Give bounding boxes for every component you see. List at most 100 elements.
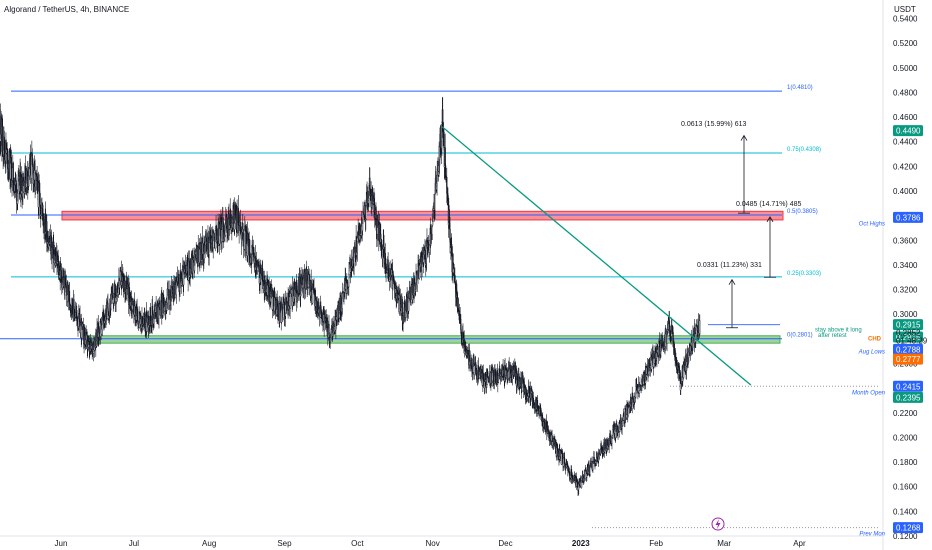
fib-level-label: 0(0.2801) [787,333,813,339]
time-tick-label: Nov [426,539,440,548]
price-tick-label: 0.4800 [893,88,918,97]
chd-label: CHD [868,337,882,343]
candle-down [137,321,139,325]
candle-up [622,420,624,426]
currency-label: USDT [894,5,916,14]
candle-up [362,223,364,231]
measure-arrow-head [728,278,736,285]
price-badge [893,331,923,343]
candle-up [357,237,359,242]
price-badge-text: 0.4490 [896,127,921,136]
time-axis[interactable]: Jun Jul Aug Sep Oct Nov Dec 2023 Feb Mar Apr [55,539,806,548]
price-tick-label: 0.2200 [893,409,918,418]
time-tick-label: Sep [277,539,292,548]
time-tick-label: 2023 [572,539,590,548]
price-tick-label: 0.5000 [893,64,918,73]
candle-down [668,320,671,327]
price-badge [893,319,923,331]
candle-down [140,315,142,320]
time-tick-label: Mar [717,539,731,548]
candle-down [561,453,564,460]
fib-level-label: 0.75(0.4308) [787,147,821,153]
price-tick-label: 0.1200 [893,532,918,541]
price-badge-text: 0.2852 [896,328,921,337]
retest-note-line-1: stay above it long [815,328,862,334]
candles-layer [0,96,701,496]
time-tick-label: Jul [129,539,139,548]
retest-note-line-2: after retest [818,333,847,339]
price-badge [893,211,923,223]
candle-down [171,286,173,289]
time-tick-label: Jun [55,539,68,548]
price-badge [893,343,923,355]
level-tag-prev-mon: Prev Mon [859,532,885,538]
price-tick-label: 0.3200 [893,286,918,295]
candle-down [136,308,139,322]
price-tick-label: 0.4400 [893,138,918,147]
price-tick-label: 0.3000 [893,310,918,319]
price-tick-label: 0.5200 [893,39,918,48]
candle-down [469,350,471,363]
price-tick-label: 0.1800 [893,458,918,467]
lightning-icon[interactable] [711,517,725,531]
candle-down [155,303,157,318]
candle-up [330,329,332,338]
time-tick-label: Dec [498,539,512,548]
levels-layer: 1(0.4810) 0.75(0.4308) 0.5(0.3805) 0.25(0.3… [0,85,880,529]
price-badge [893,522,923,534]
price-tick-label: 0.4200 [893,162,918,171]
level-tag-month-open: Month Open [852,390,886,396]
price-badges-layer: 0.44900.37860.29150.29150.285201:48:290.… [893,125,928,534]
price-badge [893,353,923,365]
measure-arrow-head [766,216,774,223]
price-tick-label: 0.3400 [893,261,918,270]
fib-level-label: 1(0.4810) [787,85,813,91]
price-tick-label: 0.4600 [893,113,918,122]
measure-label: 0.0485 (14.71%) 485 [736,201,801,208]
candle-down [380,233,382,240]
zone-aug-lows [85,335,781,344]
candle-up [474,365,476,375]
price-badge-text: 0.2915 [896,333,921,342]
fib-level-label: 0.25(0.3303) [787,271,821,277]
price-tick-label: 0.2000 [893,433,918,442]
candle-down [2,126,4,153]
candle-down [281,302,283,309]
candle-up [234,223,236,230]
candle-down [316,300,318,311]
candle-down [449,229,451,243]
candle-up [193,264,196,271]
price-badge-text: 0.2415 [896,382,921,391]
level-tag-aug-lows: Aug Lows [858,350,885,356]
price-tick-label: 0.3600 [893,236,918,245]
price-badge [893,380,923,392]
candle-up [611,437,613,444]
time-tick-label: Feb [649,539,663,548]
fib-level-label: 0.5(0.3805) [787,209,818,215]
price-badge [893,125,923,137]
symbol-title: Algorand / TetherUS, 4h, BINANCE [4,5,129,14]
price-badge-text: 01:48:29 [896,337,928,346]
candle-up [651,359,653,370]
price-tick-label: 0.5400 [893,14,918,23]
price-badge [893,391,923,403]
candle-down [100,321,102,324]
measure-label: 0.0613 (15.99%) 613 [681,121,746,128]
candle-down [444,147,446,166]
price-tick-label: 0.4000 [893,187,918,196]
candle-up [699,320,701,335]
level-tag-oct-highs: Oct Highs [859,221,885,227]
time-tick-label: Aug [202,539,216,548]
price-tick-label: 0.1400 [893,507,918,516]
candle-down [564,458,566,464]
measure-arrow-head [740,134,748,141]
candle-up [126,288,128,299]
price-badge-text: 0.3786 [896,213,921,222]
time-tick-label: Apr [793,539,806,548]
price-badge-text: 0.2395 [896,393,921,402]
price-tick-label: 0.1600 [893,483,918,492]
candle-down [364,202,366,220]
candle-up [131,304,133,310]
